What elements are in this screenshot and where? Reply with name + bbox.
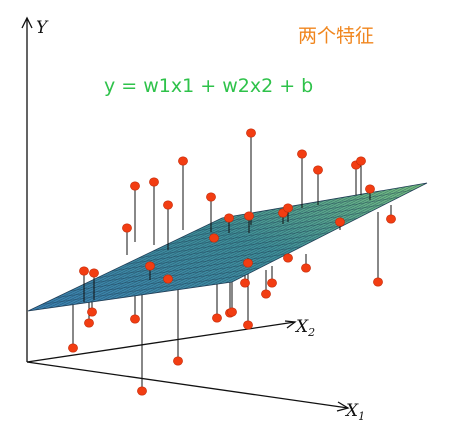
data-point: [87, 307, 97, 317]
data-point: [244, 211, 254, 221]
data-point: [89, 268, 99, 278]
data-point: [283, 203, 293, 213]
x1-axis-line: [26, 361, 349, 409]
plane-surface: [27, 182, 428, 312]
plane-grid-line: [211, 186, 407, 286]
plane-grid-line: [157, 195, 352, 293]
plane-grid-line: [129, 200, 325, 297]
data-point: [243, 320, 253, 330]
y-axis-label: Y: [36, 18, 49, 38]
plane-grid-line: [82, 208, 277, 304]
plane-grid-line: [68, 210, 264, 306]
axes: Y X1 X2: [21, 16, 365, 423]
plane-grid-line: [123, 201, 318, 298]
plane-grid-line: [48, 214, 243, 309]
data-point: [130, 181, 140, 191]
data-point: [122, 223, 132, 233]
title-label: 两个特征: [298, 25, 374, 47]
plane-grid-line: [95, 206, 291, 302]
data-point: [79, 266, 89, 276]
x1-axis-label: X1: [344, 401, 365, 423]
x1-axis-arrow: [336, 401, 350, 412]
data-point: [297, 149, 307, 159]
data-point: [173, 356, 183, 366]
data-point: [267, 278, 277, 288]
data-point: [178, 156, 188, 166]
data-point: [163, 274, 173, 284]
x1-axis-letter: X: [344, 401, 359, 421]
plane-grid-line: [143, 197, 339, 295]
data-point: [130, 314, 140, 324]
data-point: [313, 165, 323, 175]
plane-grid-line: [109, 203, 305, 300]
plane-grid-line: [34, 216, 229, 311]
data-point: [365, 184, 375, 194]
data-point: [246, 128, 256, 138]
plane-grid-line: [218, 185, 414, 285]
data-point: [163, 200, 173, 210]
formula-label: y = w1x1 + w2x2 + b: [104, 75, 313, 97]
data-point: [335, 217, 345, 227]
data-point: [301, 263, 311, 273]
plane-grid-line: [102, 204, 298, 301]
data-point: [137, 386, 147, 396]
plane-grid-line: [55, 213, 250, 308]
data-point: [356, 156, 366, 166]
data-point: [149, 177, 159, 187]
plane-grid-line: [41, 215, 236, 310]
regression-plane: [27, 182, 428, 312]
plane-grid-line: [150, 196, 346, 294]
x2-axis-arrow: [284, 320, 297, 329]
data-point: [84, 318, 94, 328]
plane-grid-line: [177, 192, 373, 290]
plane-grid-line: [116, 202, 311, 299]
plane-grid-line: [204, 187, 400, 287]
data-point: [373, 277, 383, 287]
data-point: [243, 258, 253, 268]
x2-axis-line: [26, 321, 296, 363]
data-points: [68, 128, 396, 396]
data-point: [206, 192, 216, 202]
data-point: [212, 313, 222, 323]
data-point: [224, 213, 234, 223]
plane-grid-line: [184, 190, 380, 289]
data-point: [68, 343, 78, 353]
x2-axis-letter: X: [294, 317, 309, 337]
stems-above-plane: [83, 133, 371, 302]
data-point: [209, 233, 219, 243]
data-point: [227, 307, 237, 317]
plane-grid-line: [191, 189, 387, 289]
data-point: [145, 261, 155, 271]
x1-axis-subscript: 1: [358, 410, 365, 423]
plane-grid-line: [197, 188, 393, 288]
data-point: [283, 253, 293, 263]
data-point: [261, 289, 271, 299]
x2-axis-subscript: 2: [307, 326, 315, 339]
data-point: [240, 278, 250, 288]
y-axis-arrow: [21, 16, 33, 29]
data-point: [386, 214, 396, 224]
plane-grid-line: [225, 183, 421, 284]
x2-axis-label: X2: [294, 317, 315, 339]
plane-grid-line: [170, 193, 366, 291]
plane-grid-line: [163, 194, 359, 292]
plane-grid-line: [75, 209, 270, 305]
